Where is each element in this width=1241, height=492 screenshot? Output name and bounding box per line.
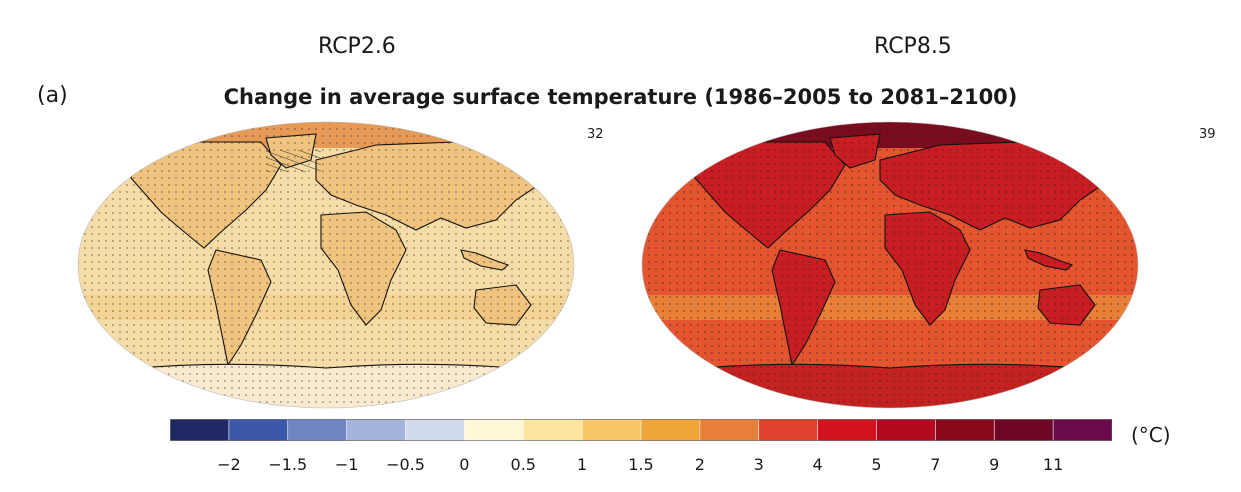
colorbar-tick-label: 0.5 bbox=[510, 455, 536, 474]
scenario-label-rcp26: RCP2.6 bbox=[318, 34, 396, 59]
colorbar-tick-label: 0 bbox=[459, 455, 470, 474]
map-rcp26 bbox=[77, 121, 575, 409]
colorbar-tick-label: −1 bbox=[334, 455, 359, 474]
colorbar-tick-label: 2 bbox=[694, 455, 705, 474]
colorbar-swatch bbox=[228, 419, 289, 441]
colorbar-swatch bbox=[464, 419, 525, 441]
colorbar-swatch bbox=[758, 419, 819, 441]
map-outline bbox=[641, 121, 1139, 409]
significance-stippling bbox=[78, 122, 574, 408]
figure-title: Change in average surface temperature (1… bbox=[223, 85, 1018, 109]
colorbar-tick-label: −1.5 bbox=[268, 455, 308, 474]
colorbar-tick-label: 3 bbox=[753, 455, 764, 474]
colorbar-tick-label: −0.5 bbox=[386, 455, 425, 474]
significance-stippling bbox=[642, 122, 1138, 408]
colorbar-tick-label: 1 bbox=[577, 455, 588, 474]
colorbar-tick-label: 5 bbox=[871, 455, 882, 474]
colorbar-tick-label: −2 bbox=[217, 455, 241, 474]
colorbar bbox=[170, 419, 1112, 441]
colorbar-swatch bbox=[640, 419, 701, 441]
hatching-low-agreement bbox=[266, 150, 321, 172]
colorbar-swatch bbox=[346, 419, 407, 441]
map-rcp85 bbox=[641, 121, 1139, 409]
map-outline bbox=[77, 121, 575, 409]
colorbar-border bbox=[170, 419, 1112, 441]
colorbar-swatch bbox=[1052, 419, 1112, 441]
colorbar-unit: (°C) bbox=[1131, 423, 1171, 447]
colorbar-swatch bbox=[993, 419, 1054, 441]
colorbar-swatch bbox=[935, 419, 996, 441]
model-count-rcp26: 32 bbox=[587, 127, 604, 142]
colorbar-swatch bbox=[817, 419, 878, 441]
colorbar-swatch bbox=[405, 419, 466, 441]
colorbar-swatch bbox=[876, 419, 937, 441]
colorbar-swatch bbox=[287, 419, 348, 441]
colorbar-swatch bbox=[522, 419, 583, 441]
colorbar-tick-label: 1.5 bbox=[628, 455, 654, 474]
model-count-rcp85: 39 bbox=[1199, 127, 1216, 142]
colorbar-swatch bbox=[581, 419, 642, 441]
colorbar-tick-label: 4 bbox=[812, 455, 823, 474]
scenario-label-rcp85: RCP8.5 bbox=[874, 34, 952, 59]
colorbar-swatch bbox=[170, 419, 230, 441]
panel-label: (a) bbox=[37, 83, 68, 108]
colorbar-tick-label: 11 bbox=[1042, 455, 1064, 474]
colorbar-swatch bbox=[699, 419, 760, 441]
colorbar-tick-label: 9 bbox=[989, 455, 1000, 474]
colorbar-tick-label: 7 bbox=[930, 455, 941, 474]
